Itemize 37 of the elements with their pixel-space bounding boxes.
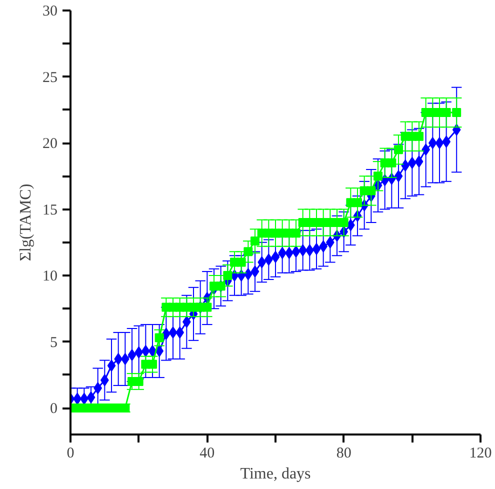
point	[250, 266, 260, 278]
y-tick-label: 10	[42, 268, 58, 284]
point	[414, 156, 424, 168]
point	[394, 170, 403, 182]
point	[154, 333, 164, 342]
point	[236, 258, 246, 267]
point	[202, 302, 212, 312]
point	[271, 250, 280, 263]
x-tick-label: 80	[336, 446, 352, 462]
y-axis-title: Σlg(TAMC)	[18, 184, 34, 262]
y-tick-label: 15	[42, 202, 58, 218]
x-axis-title: Time, days	[240, 466, 311, 482]
point	[223, 271, 232, 280]
y-tick-label: 0	[50, 401, 58, 417]
point	[387, 158, 396, 168]
x-tick-label: 0	[66, 446, 74, 462]
y-tick-label: 30	[42, 4, 58, 20]
x-tick-label: 40	[200, 446, 215, 462]
point	[452, 108, 462, 118]
point	[435, 137, 444, 149]
point	[374, 172, 382, 181]
x-tick-label: 120	[469, 446, 492, 462]
point	[366, 186, 376, 196]
point	[394, 145, 403, 154]
point	[414, 132, 424, 141]
y-tick-label: 25	[42, 70, 58, 86]
point	[312, 243, 321, 255]
point	[148, 360, 157, 369]
point	[107, 360, 116, 372]
y-tick-label: 20	[42, 136, 58, 152]
point	[353, 198, 362, 208]
point	[86, 391, 96, 404]
y-tick-label: 5	[50, 334, 58, 351]
point	[128, 349, 136, 361]
point	[250, 236, 260, 246]
point	[428, 137, 437, 149]
point	[168, 326, 178, 338]
